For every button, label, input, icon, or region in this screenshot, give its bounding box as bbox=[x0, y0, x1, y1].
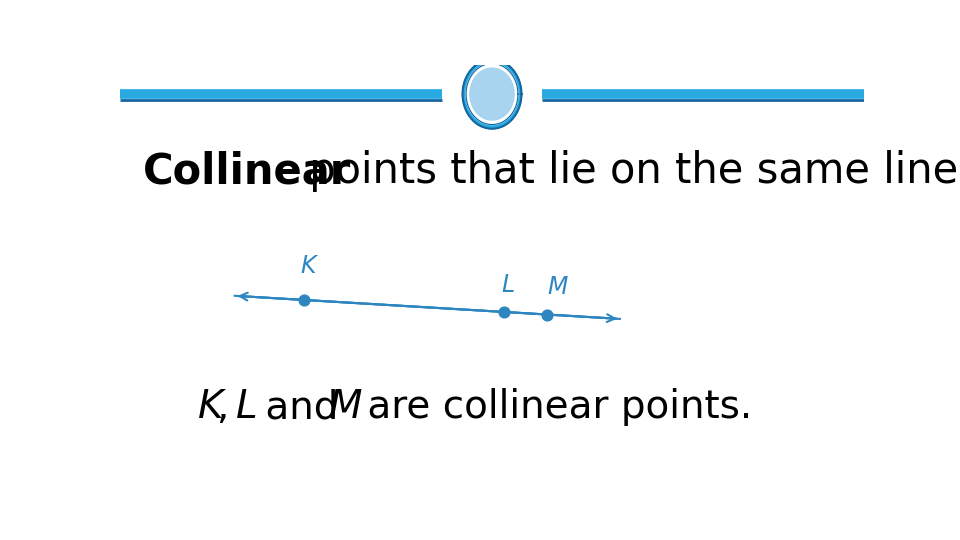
Polygon shape bbox=[467, 64, 517, 125]
Text: Collinear: Collinear bbox=[143, 150, 351, 192]
Polygon shape bbox=[463, 59, 521, 129]
Text: L: L bbox=[236, 388, 258, 427]
Text: are collinear points.: are collinear points. bbox=[355, 388, 752, 427]
Text: M: M bbox=[329, 388, 362, 427]
Polygon shape bbox=[469, 68, 515, 120]
Text: and: and bbox=[253, 388, 350, 427]
Point bbox=[297, 295, 312, 304]
Text: – points that lie on the same line.: – points that lie on the same line. bbox=[262, 150, 960, 192]
Point bbox=[539, 310, 554, 319]
Text: K: K bbox=[300, 254, 316, 279]
Text: K: K bbox=[198, 388, 223, 427]
Text: ,: , bbox=[217, 388, 242, 427]
Text: L: L bbox=[502, 273, 515, 297]
Text: M: M bbox=[547, 275, 567, 299]
Point bbox=[496, 308, 512, 316]
